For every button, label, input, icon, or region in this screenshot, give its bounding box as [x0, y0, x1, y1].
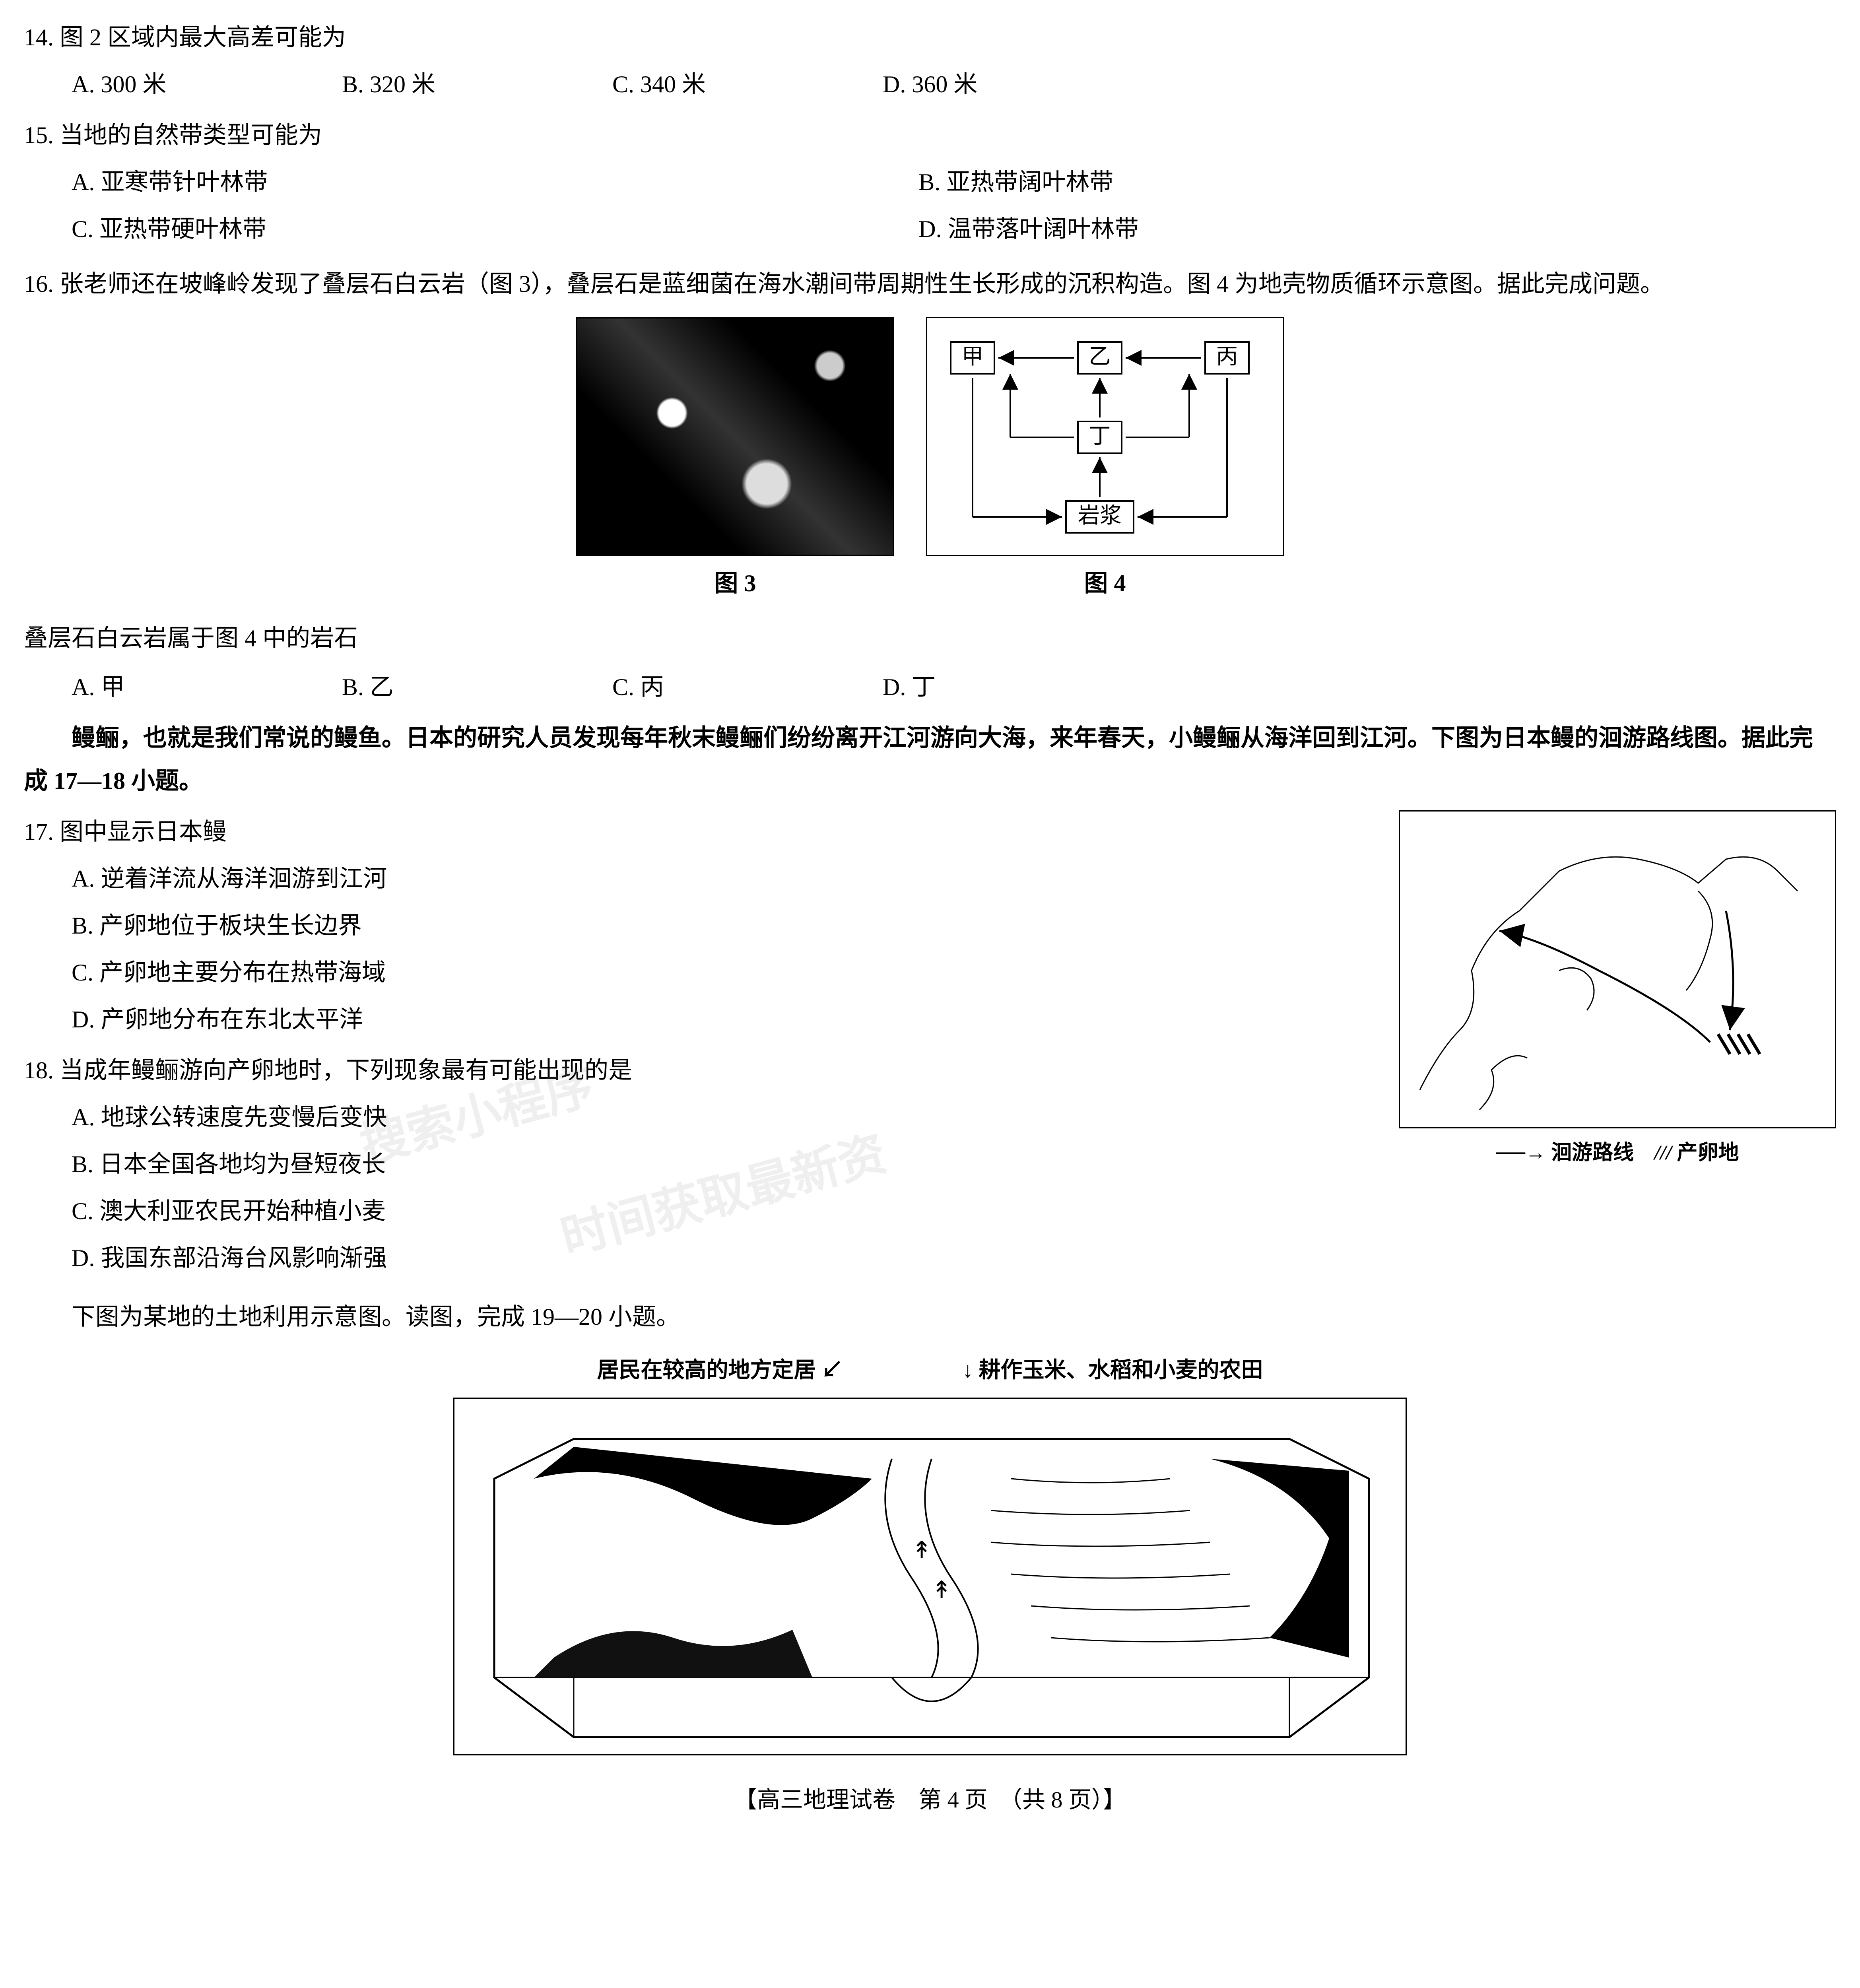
q16-opt-d: D. 丁: [883, 666, 1121, 709]
legend-spawn-label: 产卵地: [1677, 1142, 1739, 1164]
q14-opt-d: D. 360 米: [883, 63, 1121, 106]
landuse-label-right: ↓ 耕作玉米、水稻和小麦的农田: [962, 1350, 1263, 1390]
intro-landuse: 下图为某地的土地利用示意图。读图，完成 19—20 小题。: [24, 1295, 1836, 1338]
figure-3-block: 图 3: [576, 317, 894, 605]
figure-row-3-4: 图 3 甲 乙 丙 丁 岩浆: [24, 317, 1836, 605]
figure-3-image: [576, 317, 894, 556]
fig4-svg: 甲 乙 丙 丁 岩浆: [927, 318, 1285, 557]
figure-3-caption: 图 3: [576, 562, 894, 605]
q15-opt-c: C. 亚热带硬叶林带: [72, 208, 918, 250]
q16-opt-b: B. 乙: [342, 666, 581, 709]
q16-options: A. 甲 B. 乙 C. 丙 D. 丁: [24, 666, 1836, 709]
question-16: 16. 张老师还在坡峰岭发现了叠层石白云岩（图 3），叠层石是蓝细菌在海水潮间带…: [24, 262, 1836, 709]
q18-opt-d: D. 我国东部沿海台风影响渐强: [72, 1237, 1836, 1279]
landuse-image: ↟ ↟: [453, 1398, 1407, 1755]
legend-spawn-icon: ///: [1654, 1142, 1672, 1164]
question-14: 14. 图 2 区域内最大高差可能为 A. 300 米 B. 320 米 C. …: [24, 16, 1836, 106]
figure-4-diagram: 甲 乙 丙 丁 岩浆: [926, 317, 1284, 556]
q15-opt-a: A. 亚寒带针叶林带: [72, 161, 918, 204]
fig4-node-jia: 甲: [961, 344, 983, 369]
q16-opt-a: A. 甲: [72, 666, 310, 709]
q14-stem: 14. 图 2 区域内最大高差可能为: [24, 16, 1836, 59]
q15-stem: 15. 当地的自然带类型可能为: [24, 114, 1836, 157]
q18-opt-c: C. 澳大利亚农民开始种植小麦: [72, 1190, 1836, 1233]
svg-text:↟: ↟: [932, 1577, 951, 1603]
q15-opt-b: B. 亚热带阔叶林带: [918, 161, 1765, 204]
landuse-figure: 居民在较高的地方定居 ↙ ↓ 耕作玉米、水稻和小麦的农田: [24, 1350, 1836, 1755]
q14-opt-a: A. 300 米: [72, 63, 310, 106]
eel-migration-map: [1399, 810, 1836, 1128]
fig4-node-magma: 岩浆: [1078, 503, 1122, 528]
landuse-labels: 居民在较高的地方定居 ↙ ↓ 耕作玉米、水稻和小麦的农田: [597, 1350, 1263, 1390]
legend-route-label: 洄游路线: [1551, 1142, 1634, 1164]
eel-map-container: ──→ 洄游路线 /// 产卵地: [1399, 810, 1836, 1172]
q14-options: A. 300 米 B. 320 米 C. 340 米 D. 360 米: [24, 63, 1836, 106]
eel-map-legend: ──→ 洄游路线 /// 产卵地: [1399, 1134, 1836, 1172]
q14-opt-c: C. 340 米: [612, 63, 851, 106]
legend-arrow-icon: ──→: [1496, 1142, 1546, 1164]
q15-opt-d: D. 温带落叶阔叶林带: [918, 208, 1765, 250]
q16-stem: 16. 张老师还在坡峰岭发现了叠层石白云岩（图 3），叠层石是蓝细菌在海水潮间带…: [24, 262, 1836, 305]
intro-eel: 鳗鲡，也就是我们常说的鳗鱼。日本的研究人员发现每年秋末鳗鲡们纷纷离开江河游向大海…: [24, 716, 1836, 802]
q17-18-block: ──→ 洄游路线 /// 产卵地 17. 图中显示日本鳗 A. 逆着洋流从海洋洄…: [24, 810, 1836, 1287]
question-15: 15. 当地的自然带类型可能为 A. 亚寒带针叶林带 B. 亚热带阔叶林带 C.…: [24, 114, 1836, 254]
page-footer: 【高三地理试卷 第 4 页 （共 8 页）】: [24, 1779, 1836, 1821]
fig4-node-yi: 乙: [1089, 344, 1111, 369]
landuse-label-left: 居民在较高的地方定居 ↙: [597, 1350, 843, 1390]
svg-text:↟: ↟: [912, 1537, 932, 1563]
fig4-node-bing: 丙: [1216, 344, 1238, 369]
q16-opt-c: C. 丙: [612, 666, 851, 709]
figure-4-block: 甲 乙 丙 丁 岩浆: [926, 317, 1284, 605]
q16-sub-stem: 叠层石白云岩属于图 4 中的岩石: [24, 617, 1836, 660]
fig4-node-ding: 丁: [1089, 424, 1111, 448]
figure-4-caption: 图 4: [926, 562, 1284, 605]
q14-opt-b: B. 320 米: [342, 63, 581, 106]
q15-options: A. 亚寒带针叶林带 B. 亚热带阔叶林带 C. 亚热带硬叶林带 D. 温带落叶…: [24, 161, 1836, 254]
